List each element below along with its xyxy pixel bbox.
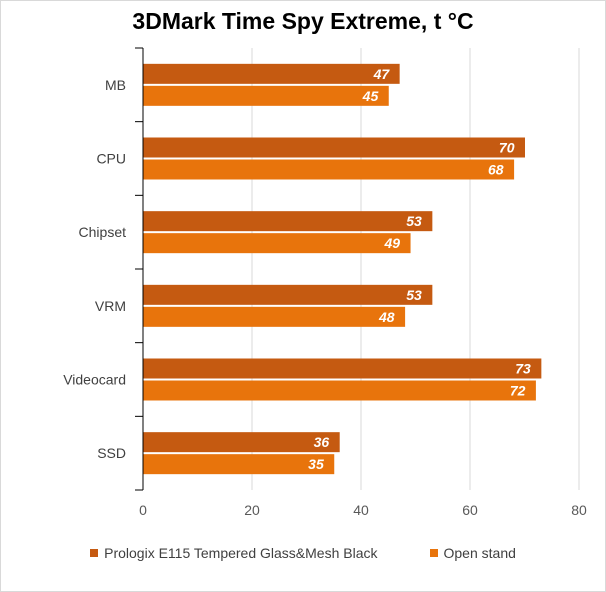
y-category-label-2: Chipset (79, 224, 127, 240)
legend-swatch-series-1 (90, 549, 99, 557)
data-label-vrm-series-2: 48 (378, 309, 395, 325)
y-category-label-0: MB (105, 77, 126, 93)
legend-label-series-1: Prologix E115 Tempered Glass&Mesh Black (104, 545, 378, 561)
x-tick-label-4: 80 (571, 502, 587, 518)
data-label-videocard-series-2: 72 (510, 383, 526, 399)
y-category-label-3: VRM (95, 298, 126, 314)
legend-item-series-2: Open stand (429, 545, 516, 561)
bar-chipset-series-1 (143, 211, 433, 232)
data-label-ssd-series-1: 36 (314, 434, 330, 450)
data-label-mb-series-2: 45 (362, 88, 379, 104)
bar-vrm-series-1 (143, 284, 433, 305)
x-tick-label-3: 60 (462, 502, 478, 518)
bar-videocard-series-1 (143, 358, 542, 379)
data-label-cpu-series-2: 68 (488, 162, 504, 178)
data-label-chipset-series-2: 49 (383, 235, 400, 251)
y-category-label-4: Videocard (63, 372, 126, 388)
legend-swatch-series-2 (429, 549, 438, 557)
x-tick-label-0: 0 (139, 502, 147, 518)
bar-videocard-series-2 (143, 380, 536, 401)
data-label-cpu-series-1: 70 (499, 140, 515, 156)
x-tick-label-1: 20 (244, 502, 260, 518)
bar-chipset-series-2 (143, 233, 411, 254)
bar-ssd-series-2 (143, 454, 335, 475)
y-category-label-1: CPU (96, 151, 126, 167)
data-label-chipset-series-1: 53 (406, 213, 422, 229)
legend-label-series-2: Open stand (443, 545, 516, 561)
bar-vrm-series-2 (143, 306, 406, 327)
bar-ssd-series-1 (143, 432, 340, 453)
data-label-videocard-series-1: 73 (515, 361, 531, 377)
data-label-mb-series-1: 47 (373, 66, 391, 82)
x-tick-label-2: 40 (353, 502, 369, 518)
bar-mb-series-1 (143, 63, 400, 84)
y-category-label-5: SSD (97, 445, 126, 461)
bar-cpu-series-2 (143, 159, 515, 180)
legend-item-series-1: Prologix E115 Tempered Glass&Mesh Black (90, 545, 378, 561)
legend: Prologix E115 Tempered Glass&Mesh Black … (0, 545, 606, 561)
bar-mb-series-2 (143, 85, 389, 106)
data-label-ssd-series-2: 35 (308, 456, 324, 472)
bar-cpu-series-1 (143, 137, 525, 158)
chart-title: 3DMark Time Spy Extreme, t °C (132, 8, 474, 34)
data-label-vrm-series-1: 53 (406, 287, 422, 303)
